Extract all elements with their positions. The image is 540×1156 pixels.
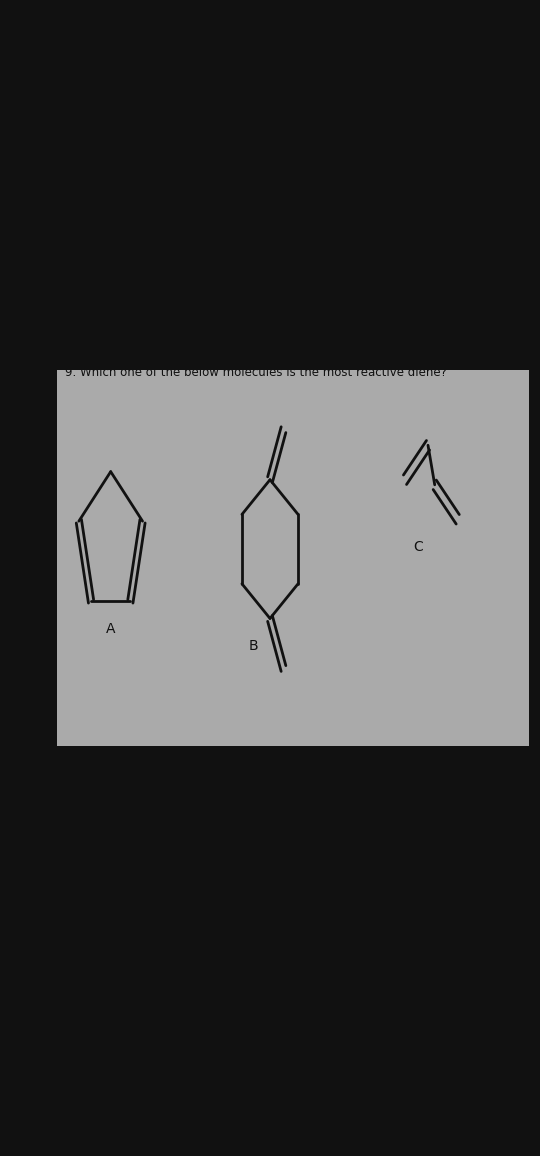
- Text: O C. C: O C. C: [68, 807, 105, 820]
- FancyBboxPatch shape: [57, 370, 529, 746]
- Text: A: A: [106, 622, 116, 636]
- Text: C: C: [414, 540, 423, 554]
- Text: O B. B: O B. B: [68, 780, 104, 793]
- Text: 9. Which one of the below molecules is the most reactive diene?: 9. Which one of the below molecules is t…: [65, 366, 447, 379]
- Text: O D. All of them: O D. All of them: [68, 833, 161, 846]
- Text: B: B: [249, 639, 259, 653]
- Text: O A. A: O A. A: [68, 754, 104, 766]
